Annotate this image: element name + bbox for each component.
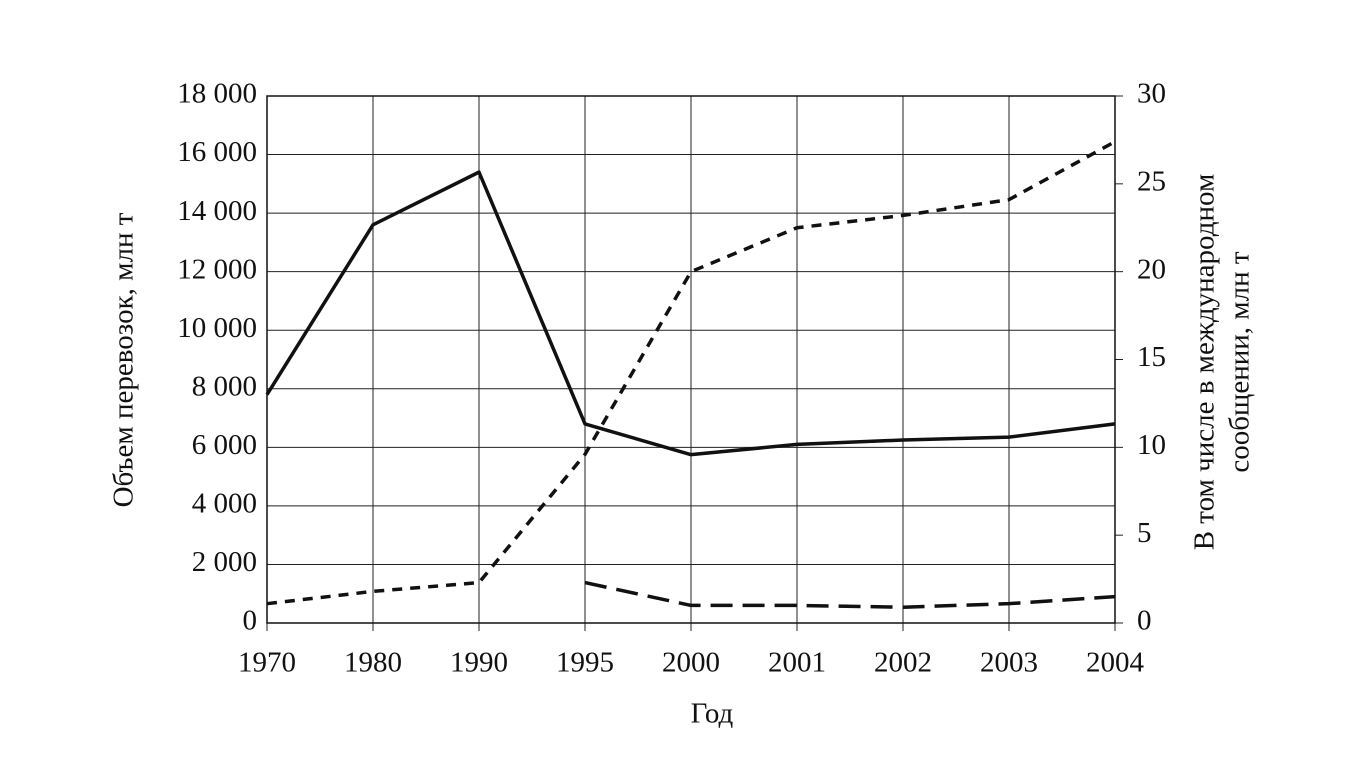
y-tick-label: 0	[243, 605, 258, 637]
x-tick-label: 2000	[662, 647, 720, 679]
y-tick-label: 10 000	[177, 312, 257, 344]
data-line	[584, 580, 1116, 609]
x-tick-label: 1990	[450, 647, 508, 679]
data-line	[266, 140, 1116, 606]
y-tick-label: 2 000	[192, 546, 257, 578]
y2-tick-label: 25	[1137, 165, 1166, 197]
x-tick-label: 1995	[556, 647, 614, 679]
y2-tick-label: 15	[1137, 341, 1166, 373]
x-tick-label: 2001	[768, 647, 826, 679]
y-tick-label: 12 000	[177, 253, 257, 285]
y-tick-label: 8 000	[192, 370, 257, 402]
y2-tick-label: 10	[1137, 429, 1166, 461]
x-tick-label: 2003	[980, 647, 1038, 679]
y2-axis-title: В том числе в международном	[1189, 174, 1221, 551]
y2-tick-label: 5	[1137, 517, 1152, 549]
y-tick-label: 18 000	[177, 78, 257, 110]
y2-axis-title: сообщении, млн т	[1224, 251, 1256, 472]
x-tick-label: 2002	[874, 647, 932, 679]
x-tick-label: 1980	[344, 647, 402, 679]
y-axis-title: Объем перевозок, млн т	[108, 212, 140, 507]
y2-tick-label: 0	[1137, 605, 1152, 637]
y-tick-label: 16 000	[177, 136, 257, 168]
y-tick-label: 6 000	[192, 429, 257, 461]
y-tick-label: 14 000	[177, 195, 257, 227]
y2-tick-label: 30	[1137, 78, 1166, 110]
x-tick-label: 2004	[1086, 647, 1145, 679]
x-tick-label: 1970	[238, 647, 296, 679]
plot-frame	[266, 95, 1116, 624]
y-tick-label: 4 000	[192, 488, 257, 520]
x-axis-title: Год	[691, 698, 734, 730]
y2-tick-label: 20	[1137, 253, 1166, 285]
data-line	[265, 170, 1116, 457]
